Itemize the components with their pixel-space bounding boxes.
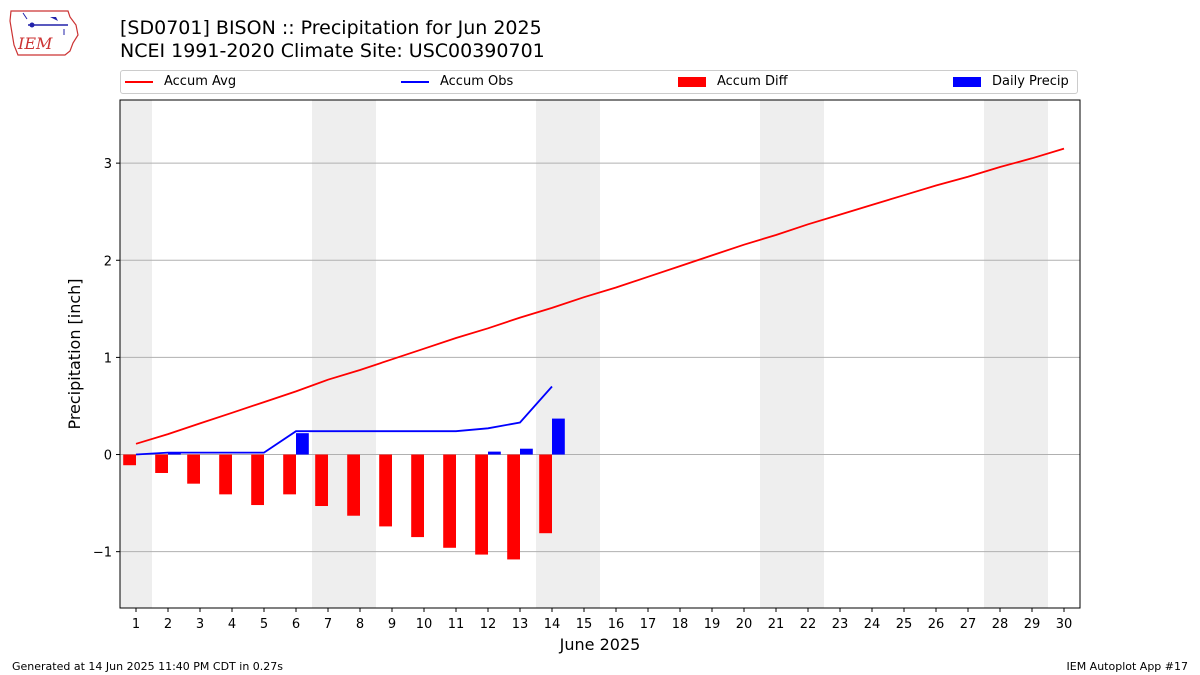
x-tick-label-11: 12	[480, 617, 497, 632]
chart-subtitle: NCEI 1991-2020 Climate Site: USC00390701	[120, 40, 545, 62]
x-tick-label-22: 23	[832, 617, 849, 632]
accum-avg-line	[135, 147, 1065, 445]
x-tick-label-26: 27	[960, 617, 977, 632]
accum-diff-bar-8	[347, 454, 360, 516]
x-tick-label-27: 28	[992, 617, 1009, 632]
accum-diff-bar-3	[187, 454, 200, 484]
accum-diff-bar-4	[219, 454, 232, 495]
x-axis-ticks: 1 2 3 4 5 6 7 8 9 10 11 12 13 14 15 16 17 18 19 20 21 22 23 24 2…	[132, 608, 1072, 632]
legend-swatch-accum-diff	[678, 77, 706, 87]
x-tick-label-8: 9	[388, 617, 396, 632]
x-tick-label-17: 18	[672, 617, 689, 632]
accum-diff-bar-2	[155, 454, 168, 473]
y-axis-label: Precipitation [inch]	[65, 278, 84, 429]
y-tick-label-3: 2	[104, 254, 112, 269]
chart-title: [SD0701] BISON :: Precipitation for Jun …	[120, 17, 542, 39]
weekend-shade-3	[760, 100, 824, 608]
x-tick-label-13: 14	[544, 617, 561, 632]
line-series	[135, 147, 1065, 456]
y-tick-label-0: −1	[93, 546, 112, 561]
daily-precip-bar-14	[552, 418, 565, 455]
x-tick-label-12: 13	[512, 617, 529, 632]
x-axis-label: June 2025	[559, 635, 641, 654]
x-tick-label-10: 11	[448, 617, 465, 632]
accum-diff-bar-13	[507, 454, 520, 560]
daily-precip-bar-2	[168, 452, 181, 455]
x-tick-label-18: 19	[704, 617, 721, 632]
x-tick-label-19: 20	[736, 617, 753, 632]
x-tick-label-14: 15	[576, 617, 593, 632]
daily-precip-bar-6	[296, 433, 309, 455]
x-tick-label-25: 26	[928, 617, 945, 632]
legend-label-accum-avg: Accum Avg	[164, 74, 237, 89]
y-tick-label-4: 3	[104, 157, 112, 172]
plot-frame	[119, 99, 1081, 609]
x-tick-label-0: 1	[132, 617, 140, 632]
legend-label-accum-obs: Accum Obs	[440, 74, 514, 89]
x-tick-label-24: 25	[896, 617, 913, 632]
bar-marks	[123, 418, 565, 560]
y-tick-label-1: 0	[104, 449, 112, 464]
x-tick-label-16: 17	[640, 617, 657, 632]
legend-swatch-accum-obs	[401, 81, 429, 83]
y-tick-label-2: 1	[104, 351, 112, 366]
legend-swatch-daily-precip	[953, 77, 981, 87]
weekend-shade-0	[120, 100, 152, 608]
x-tick-label-9: 10	[416, 617, 433, 632]
x-tick-label-6: 7	[324, 617, 332, 632]
accum-diff-bar-12	[475, 454, 488, 555]
legend-label-accum-diff: Accum Diff	[717, 74, 788, 89]
footer-generated: Generated at 14 Jun 2025 11:40 PM CDT in…	[12, 660, 284, 673]
y-axis-ticks: −1 0 1 2 3	[93, 157, 120, 561]
legend-swatch-accum-avg	[125, 81, 153, 83]
accum-diff-bar-14	[539, 454, 552, 534]
x-tick-label-2: 3	[196, 617, 204, 632]
x-tick-label-1: 2	[164, 617, 172, 632]
weekend-shade-1	[312, 100, 376, 608]
accum-diff-bar-7	[315, 454, 328, 507]
iowa-map-icon: IEM	[9, 10, 79, 56]
svg-text:IEM: IEM	[17, 34, 53, 53]
accum-diff-bar-6	[283, 454, 296, 495]
x-tick-label-15: 16	[608, 617, 625, 632]
x-tick-label-29: 30	[1056, 617, 1073, 632]
iem-logo: IEM	[8, 5, 82, 59]
weekend-shading	[120, 100, 1048, 608]
legend-label-daily-precip: Daily Precip	[992, 74, 1069, 89]
x-tick-label-20: 21	[768, 617, 785, 632]
x-tick-label-23: 24	[864, 617, 881, 632]
footer-app: IEM Autoplot App #17	[1066, 660, 1189, 673]
x-tick-label-3: 4	[228, 617, 236, 632]
accum-diff-bar-10	[411, 454, 424, 538]
x-tick-label-7: 8	[356, 617, 364, 632]
accum-diff-bar-11	[443, 454, 456, 548]
accum-diff-bar-5	[251, 454, 264, 506]
gridlines	[120, 162, 1080, 553]
x-tick-label-28: 29	[1024, 617, 1041, 632]
x-tick-label-21: 22	[800, 617, 817, 632]
x-tick-label-4: 5	[260, 617, 268, 632]
chart-legend: Accum Avg Accum Obs Accum Diff Daily Pre…	[120, 70, 1078, 94]
daily-precip-bar-13	[520, 448, 533, 455]
accum-diff-bar-1	[123, 454, 136, 466]
daily-precip-bar-12	[488, 451, 501, 455]
weekend-shade-4	[984, 100, 1048, 608]
x-tick-label-5: 6	[292, 617, 300, 632]
accum-diff-bar-9	[379, 454, 392, 527]
accum-obs-line	[135, 385, 553, 456]
